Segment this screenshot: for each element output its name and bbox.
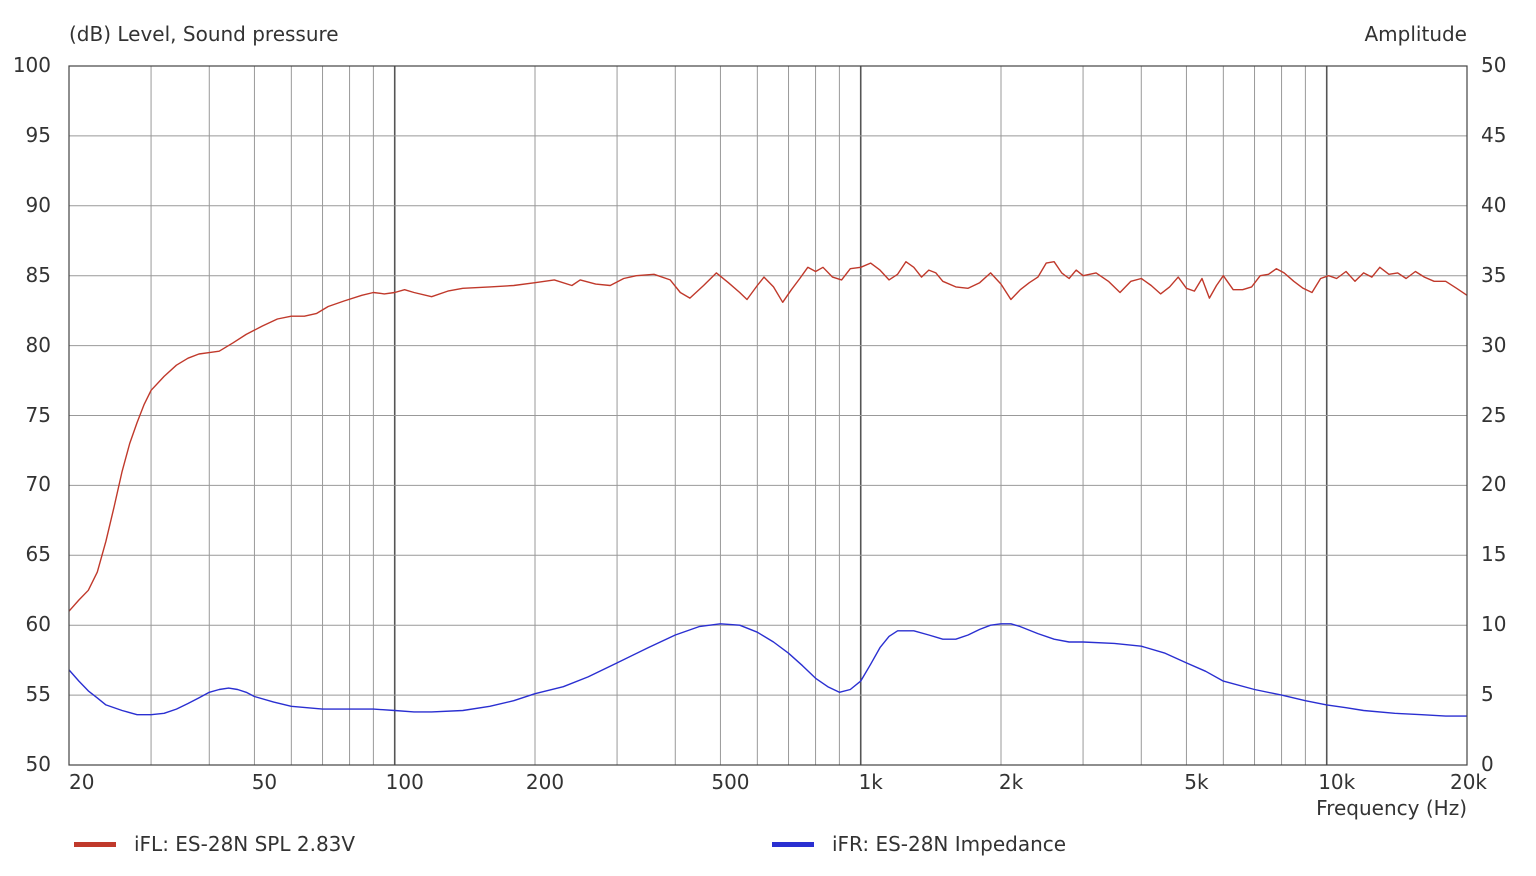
legend-label-spl: iFL: ES-28N SPL 2.83V	[134, 832, 356, 856]
legend-item-impedance: iFR: ES-28N Impedance	[772, 830, 1066, 858]
y-left-tick-label: 75	[25, 402, 51, 427]
x-tick-label: 100	[385, 770, 424, 794]
y-left-tick-label: 60	[25, 612, 51, 637]
grid-lines	[69, 66, 1467, 765]
legend-label-impedance: iFR: ES-28N Impedance	[832, 832, 1067, 856]
x-tick-label: 50	[251, 770, 278, 794]
y-left-tick-label: 65	[25, 542, 51, 567]
y-left-tick-label: 85	[25, 262, 51, 287]
y-left-tick-label: 55	[25, 682, 51, 707]
y-right-tick-label: 25	[1481, 402, 1507, 427]
y-left-tick-label: 95	[25, 122, 51, 147]
legend-swatch-impedance	[772, 841, 814, 847]
x-axis-label: Frequency (Hz)	[1316, 796, 1467, 820]
y-left-tick-label: 100	[12, 53, 51, 77]
y-right-tick-label: 30	[1481, 332, 1507, 357]
y-right-tick-label: 0	[1481, 752, 1494, 776]
y-left-tick-label: 50	[25, 752, 51, 776]
impedance-curve	[68, 623, 1467, 717]
data-series	[68, 261, 1468, 717]
y-right-tick-label: 35	[1481, 262, 1507, 287]
y-right-tick-label: 15	[1481, 542, 1507, 567]
y-right-tick-label: 5	[1481, 682, 1494, 707]
x-tick-label: 10k	[1318, 770, 1356, 794]
x-tick-label: 20k	[1449, 770, 1487, 794]
left-axis-label: (dB) Level, Sound pressure	[69, 22, 339, 46]
spl-curve	[68, 261, 1468, 612]
x-tick-label: 20	[69, 770, 95, 794]
x-tick-label: 5k	[1184, 770, 1209, 794]
legend-item-spl: iFL: ES-28N SPL 2.83V	[74, 830, 355, 858]
right-axis-label: Amplitude	[1364, 22, 1468, 46]
y-right-tick-label: 45	[1481, 122, 1507, 147]
y-left-tick-label: 70	[25, 472, 51, 497]
y-right-tick-label: 50	[1481, 53, 1507, 77]
legend-swatch-spl	[74, 841, 116, 847]
y-right-tick-label: 10	[1481, 612, 1507, 637]
y-left-tick-label: 80	[25, 332, 51, 357]
y-right-tick-label: 20	[1481, 472, 1507, 497]
plot-border	[68, 65, 1468, 766]
y-left-tick-label: 90	[25, 192, 51, 217]
x-tick-label: 200	[525, 770, 565, 794]
x-tick-label: 500	[711, 770, 750, 794]
x-tick-label: 2k	[998, 770, 1024, 794]
y-right-tick-label: 40	[1481, 192, 1507, 217]
x-tick-label: 1k	[858, 770, 883, 794]
